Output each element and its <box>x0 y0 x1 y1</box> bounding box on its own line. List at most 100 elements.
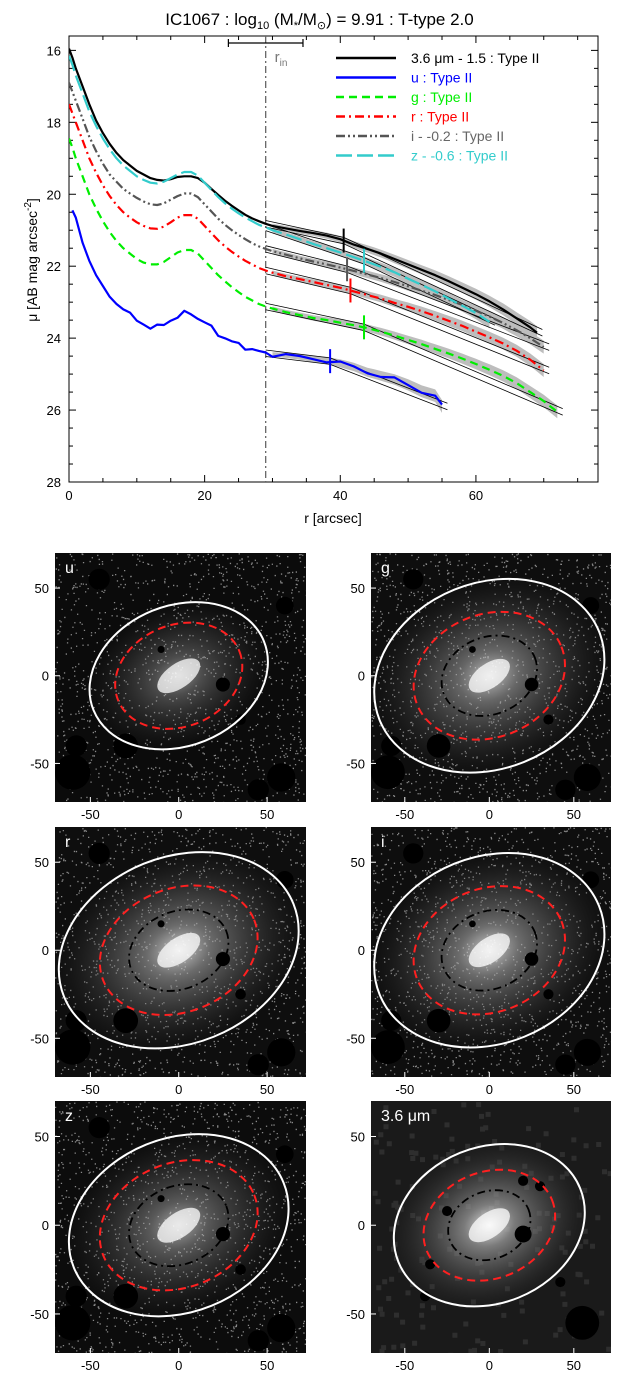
panel-y-tick-label: -50 <box>30 756 49 771</box>
fit-line <box>265 251 348 273</box>
star-mask <box>247 1329 269 1352</box>
star-mask <box>524 677 539 692</box>
star-mask <box>157 645 165 653</box>
panel-image <box>55 553 306 802</box>
star-mask <box>157 920 165 928</box>
inner-ellipse <box>440 909 538 992</box>
panel-x-tick-label: -50 <box>81 1082 100 1097</box>
image-panel: z -50 0 50 50 0 -50 <box>30 1101 306 1373</box>
legend-label: z - -0.6 : Type II <box>411 148 508 164</box>
panel-y-tick-label: 0 <box>358 669 365 684</box>
star-mask <box>113 1008 139 1034</box>
legend-label: g : Type II <box>411 89 472 105</box>
panel-y-tick-label: -50 <box>30 1307 49 1322</box>
star-mask <box>426 1008 451 1033</box>
break-ellipse <box>98 1159 259 1292</box>
panel-image <box>371 1101 611 1353</box>
panel-y-tick-label: 50 <box>351 1129 365 1144</box>
star-mask <box>403 569 424 590</box>
panel-x-tick-label: 0 <box>486 1082 493 1097</box>
outer-ellipse <box>392 1143 586 1308</box>
star-mask <box>371 1030 405 1064</box>
series-line <box>69 138 558 413</box>
star-mask <box>403 843 424 864</box>
inner-ellipse <box>447 1189 532 1262</box>
fit-line <box>265 226 344 245</box>
star-mask <box>534 1181 546 1192</box>
profile-error-band <box>272 248 544 354</box>
star-mask <box>514 1225 532 1243</box>
outer-ellipse <box>88 601 269 751</box>
fit-line <box>346 265 550 345</box>
outer-ellipse <box>57 851 300 1050</box>
panel-x-tick-label: -50 <box>395 1082 414 1097</box>
outer-ellipse <box>373 577 606 774</box>
fit-line <box>363 263 496 326</box>
star-mask <box>247 1054 269 1076</box>
star-mask <box>215 1227 230 1242</box>
inner-ellipse <box>128 1183 230 1268</box>
panel-y-tick-label: 0 <box>42 943 49 958</box>
panel-x-tick-label: 0 <box>175 1358 182 1373</box>
star-mask <box>88 1117 110 1139</box>
legend-label: i - -0.2 : Type II <box>411 128 504 144</box>
outer-ellipse <box>67 1133 290 1318</box>
panel-y-tick-label: -50 <box>346 1307 365 1322</box>
fit-line <box>265 349 331 359</box>
star-mask <box>573 1038 601 1066</box>
chart-title: IC1067 : log10 (M*/M⊙) = 9.91 : T-type 2… <box>165 10 473 32</box>
x-tick-label: 40 <box>333 488 347 503</box>
y-tick-label: 24 <box>47 331 61 346</box>
galaxy-bulge <box>468 1208 510 1243</box>
galaxy-bulge <box>468 933 510 968</box>
panel-y-tick-label: -50 <box>346 1031 365 1046</box>
star-mask <box>371 755 405 790</box>
profile-error-band <box>272 352 442 413</box>
y-tick-label: 20 <box>47 187 61 202</box>
panel-label: 3.6 μm <box>381 1108 430 1125</box>
star-mask <box>65 735 87 757</box>
star-mask <box>426 734 451 758</box>
panel-image <box>55 1101 306 1353</box>
y-tick-label: 26 <box>47 403 61 418</box>
panel-x-tick-label: 50 <box>567 1082 581 1097</box>
panel-image <box>371 553 611 802</box>
inner-ellipse <box>440 634 538 717</box>
galaxy-bulge <box>468 658 510 693</box>
star-mask <box>275 1145 294 1164</box>
image-panel: r -50 0 50 50 0 -50 <box>30 827 306 1097</box>
star-mask <box>113 1283 139 1309</box>
star-mask <box>247 779 269 801</box>
panel-x-tick-label: 0 <box>175 807 182 822</box>
fit-line <box>329 364 448 411</box>
panel-x-tick-label: -50 <box>395 1358 414 1373</box>
panel-x-tick-label: 0 <box>486 807 493 822</box>
profile-series <box>69 48 563 419</box>
r-in-marker: rin <box>227 36 304 482</box>
star-mask <box>565 1305 600 1340</box>
fit-line <box>265 245 348 267</box>
break-ellipse <box>114 621 244 730</box>
star-mask <box>441 1205 453 1217</box>
star-mask <box>275 596 294 615</box>
panel-label: u <box>65 560 74 577</box>
panel-x-tick-label: -50 <box>81 807 100 822</box>
panel-x-tick-label: -50 <box>81 1358 100 1373</box>
y-tick-label: 18 <box>47 115 61 130</box>
legend-label: r : Type II <box>411 109 469 125</box>
plot-frame <box>68 35 599 483</box>
galaxy-bulge <box>157 932 201 968</box>
y-axis: 16 18 20 22 24 26 28 <box>47 43 598 490</box>
panel-y-tick-label: 50 <box>35 855 49 870</box>
panel-label: g <box>381 560 390 577</box>
panel-y-tick-label: -50 <box>346 756 365 771</box>
galaxy-bulge <box>157 658 201 694</box>
series-line <box>69 103 545 372</box>
x-tick-label: 20 <box>197 488 211 503</box>
panel-label: z <box>65 1108 73 1125</box>
star-mask <box>555 1276 566 1288</box>
panel-label: r <box>65 834 71 851</box>
star-mask <box>267 763 296 792</box>
star-mask <box>267 1038 296 1067</box>
